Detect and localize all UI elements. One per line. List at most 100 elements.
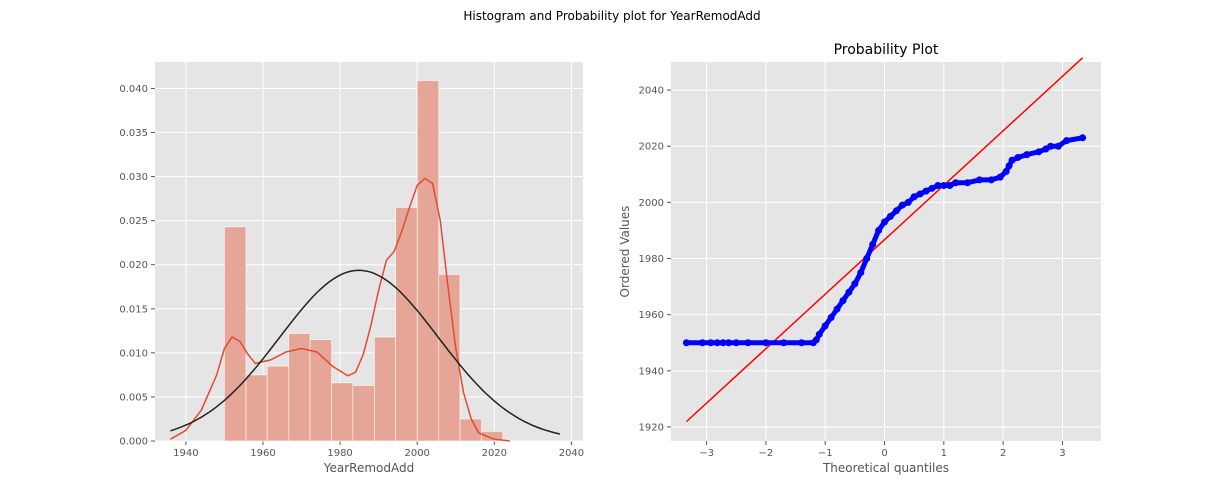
histogram-bar	[224, 226, 247, 442]
x-tick-label: 2000	[404, 448, 429, 459]
y-tick-label: 1920	[639, 422, 664, 433]
data-point	[815, 330, 823, 338]
probability-plot-panel: −3 −2 −1 0 1 2 3 1920 1940 1960 1980 2000 2020 2040 Th…	[618, 42, 1101, 475]
x-tick-label: 0	[881, 448, 887, 459]
data-point	[725, 339, 733, 347]
data-point	[892, 207, 900, 215]
data-point	[1063, 137, 1071, 145]
y-tick-label: 1960	[639, 310, 664, 321]
x-tick-label: −2	[759, 448, 774, 459]
data-point	[682, 339, 690, 347]
x-axis-label: Theoretical quantiles	[822, 461, 949, 475]
y-tick-label: 0.010	[119, 348, 148, 359]
data-point	[698, 339, 706, 347]
y-tick-label: 1940	[639, 366, 664, 377]
data-point	[1005, 162, 1013, 170]
y-tick-label: 2040	[639, 86, 664, 97]
data-point	[719, 339, 727, 347]
data-point	[780, 339, 788, 347]
x-axis-label: YearRemodAdd	[323, 461, 414, 475]
data-point	[898, 201, 906, 209]
data-point	[940, 182, 948, 190]
histogram-bar	[459, 418, 482, 442]
histogram-bar	[266, 365, 290, 442]
data-point	[833, 305, 841, 313]
plot-area	[155, 62, 583, 441]
normal-fit-curve	[170, 269, 561, 435]
y-tick-label: 0.040	[119, 84, 148, 95]
histogram-bar	[481, 431, 504, 442]
histogram-bar	[331, 382, 354, 442]
figure-suptitle: Histogram and Probability plot for YearR…	[463, 9, 760, 23]
y-tick-label: 0.015	[119, 304, 148, 315]
data-point	[713, 339, 721, 347]
histogram-panel: 1940 1960 1980 2000 2020 2040 0.000 0.005 0.010 0…	[119, 62, 584, 475]
data-point	[821, 322, 829, 330]
data-point	[987, 176, 995, 184]
kde-curve	[170, 177, 510, 442]
data-point	[934, 182, 942, 190]
y-tick-label: 0.030	[119, 172, 148, 183]
histogram-bar	[395, 207, 418, 442]
data-point	[928, 184, 936, 192]
data-point	[946, 182, 954, 190]
y-axis-label: Ordered Values	[618, 206, 632, 298]
x-tick-label: 1940	[173, 448, 198, 459]
data-point	[952, 179, 960, 187]
data-point	[732, 339, 740, 347]
x-tick-label: 2020	[482, 448, 507, 459]
histogram-bar	[374, 336, 396, 442]
y-tick-label: 0.005	[119, 392, 148, 403]
histogram-bar	[416, 80, 440, 442]
x-tick-label: 2	[1000, 448, 1006, 459]
data-point	[851, 280, 859, 288]
y-tick-label: 1980	[639, 254, 664, 265]
x-tick-label: −3	[699, 448, 714, 459]
data-point	[975, 176, 983, 184]
y-tick-label: 0.025	[119, 216, 148, 227]
histogram-bar	[438, 274, 461, 442]
fit-line	[685, 57, 1084, 423]
data-point	[1014, 153, 1022, 161]
data-point	[845, 288, 853, 296]
data-point	[762, 339, 770, 347]
data-point	[797, 339, 805, 347]
x-tick-label: −1	[818, 448, 833, 459]
data-point	[881, 218, 889, 226]
data-point	[1079, 134, 1087, 142]
chart-title: Probability Plot	[834, 42, 939, 58]
y-tick-label: 0.035	[119, 128, 148, 139]
data-point	[886, 212, 894, 220]
data-point	[863, 255, 871, 263]
data-point	[922, 187, 930, 195]
data-point	[916, 190, 924, 198]
data-point	[1023, 151, 1031, 159]
data-point	[996, 173, 1004, 181]
data-point	[1035, 148, 1043, 156]
histogram-bar	[245, 374, 268, 442]
y-tick-label: 0.000	[119, 437, 148, 448]
data-point	[1047, 142, 1055, 150]
data-point	[744, 339, 752, 347]
y-tick-label: 2000	[639, 198, 664, 209]
data-point	[857, 269, 865, 277]
x-tick-label: 3	[1059, 448, 1065, 459]
y-tick-label: 2020	[639, 142, 664, 153]
data-point	[827, 313, 835, 321]
histogram-bar	[352, 385, 375, 442]
data-point	[839, 297, 847, 305]
y-tick-label: 0.020	[119, 260, 148, 271]
x-tick-label: 1960	[250, 448, 275, 459]
data-point	[910, 193, 918, 201]
data-point	[904, 198, 912, 206]
data-point	[1054, 142, 1062, 150]
data-point	[1008, 156, 1016, 164]
data-point	[1002, 167, 1010, 175]
data-point	[964, 179, 972, 187]
data-point	[869, 240, 877, 248]
data-point	[707, 339, 715, 347]
x-tick-label: 2040	[559, 448, 584, 459]
data-point	[812, 336, 820, 344]
data-point	[875, 226, 883, 234]
